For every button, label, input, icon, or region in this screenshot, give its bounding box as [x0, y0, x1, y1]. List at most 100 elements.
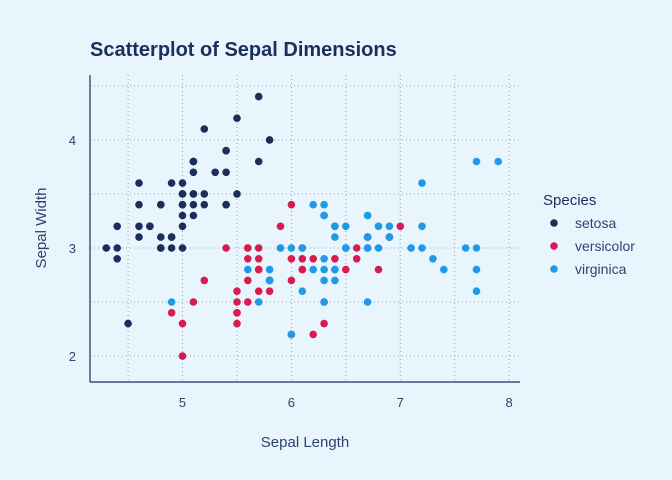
point-virginica	[331, 265, 339, 274]
point-versicolor	[298, 265, 307, 274]
point-versicolor	[342, 265, 350, 274]
point-versicolor	[265, 287, 274, 296]
point-versicolor	[244, 254, 252, 263]
point-setosa	[222, 168, 230, 177]
point-versicolor	[254, 244, 263, 252]
point-versicolor	[320, 319, 328, 328]
point-versicolor	[298, 254, 307, 263]
point-setosa	[189, 168, 198, 177]
x-tick-label: 8	[505, 395, 512, 410]
chart-title: Scatterplot of Sepal Dimensions	[90, 39, 397, 61]
point-virginica	[363, 298, 372, 306]
point-virginica	[167, 298, 176, 306]
point-virginica	[331, 276, 339, 285]
legend: Species setosa versicolor virginica	[543, 192, 635, 277]
legend-title: Species	[543, 192, 596, 209]
point-setosa	[189, 211, 198, 220]
y-axis-title: Sepal Width	[33, 188, 50, 269]
point-versicolor	[374, 265, 383, 274]
point-setosa	[135, 233, 143, 241]
point-virginica	[472, 287, 481, 296]
x-tick-label: 5	[179, 395, 186, 410]
point-setosa	[102, 244, 111, 252]
legend-marker-setosa	[550, 219, 558, 227]
point-virginica	[320, 254, 328, 263]
point-setosa	[265, 136, 274, 144]
point-virginica	[265, 265, 274, 274]
point-setosa	[178, 211, 187, 220]
point-virginica	[385, 222, 394, 231]
point-versicolor	[244, 244, 252, 252]
point-setosa	[178, 244, 187, 252]
point-setosa	[113, 244, 121, 252]
point-versicolor	[167, 309, 176, 317]
point-versicolor	[276, 222, 285, 231]
point-virginica	[440, 265, 448, 274]
legend-label-virginica: virginica	[575, 261, 627, 277]
point-virginica	[472, 265, 481, 274]
point-virginica	[320, 211, 328, 220]
point-setosa	[167, 244, 176, 252]
point-virginica	[298, 287, 307, 296]
legend-label-versicolor: versicolor	[575, 238, 635, 254]
y-tick-label: 3	[69, 241, 76, 256]
point-virginica	[254, 298, 263, 306]
point-versicolor	[352, 254, 361, 263]
point-setosa	[222, 200, 230, 209]
point-setosa	[157, 244, 165, 252]
point-virginica	[320, 200, 328, 209]
point-virginica	[287, 244, 296, 252]
point-versicolor	[287, 276, 296, 285]
point-setosa	[254, 157, 263, 166]
point-versicolor	[233, 309, 241, 317]
point-versicolor	[244, 276, 252, 285]
point-setosa	[233, 114, 241, 122]
point-virginica	[276, 244, 285, 252]
point-versicolor	[254, 265, 263, 274]
point-setosa	[178, 200, 187, 209]
point-versicolor	[200, 276, 209, 285]
point-versicolor	[287, 254, 296, 263]
point-virginica	[418, 222, 426, 231]
point-virginica	[298, 244, 307, 252]
point-setosa	[222, 146, 230, 155]
point-virginica	[320, 265, 328, 274]
point-virginica	[472, 157, 481, 166]
x-tick-label: 6	[288, 395, 295, 410]
point-virginica	[309, 265, 318, 274]
point-virginica	[342, 244, 350, 252]
point-setosa	[124, 319, 132, 328]
point-virginica	[244, 265, 252, 274]
point-virginica	[265, 276, 274, 285]
point-versicolor	[222, 244, 230, 252]
x-axis-title: Sepal Length	[261, 434, 349, 451]
tick-labels: 5 6 7 8 2 3 4	[69, 133, 513, 410]
point-setosa	[146, 222, 154, 231]
point-setosa	[200, 190, 209, 198]
point-virginica	[320, 298, 328, 306]
grid-lines	[90, 75, 520, 382]
point-setosa	[233, 190, 241, 198]
point-setosa	[200, 125, 209, 133]
point-versicolor	[309, 330, 318, 339]
point-setosa	[167, 179, 176, 187]
point-setosa	[200, 200, 209, 209]
point-setosa	[178, 222, 187, 231]
axes	[89, 75, 520, 383]
point-virginica	[472, 244, 481, 252]
point-setosa	[157, 200, 165, 209]
point-virginica	[374, 222, 383, 231]
point-setosa	[113, 254, 121, 263]
point-setosa	[178, 190, 187, 198]
point-versicolor	[331, 254, 339, 263]
point-versicolor	[309, 254, 318, 263]
point-virginica	[461, 244, 470, 252]
point-virginica	[407, 244, 415, 252]
point-setosa	[135, 222, 143, 231]
point-versicolor	[396, 222, 405, 231]
y-tick-label: 2	[69, 349, 76, 364]
legend-marker-virginica	[550, 265, 558, 273]
point-versicolor	[189, 298, 198, 306]
